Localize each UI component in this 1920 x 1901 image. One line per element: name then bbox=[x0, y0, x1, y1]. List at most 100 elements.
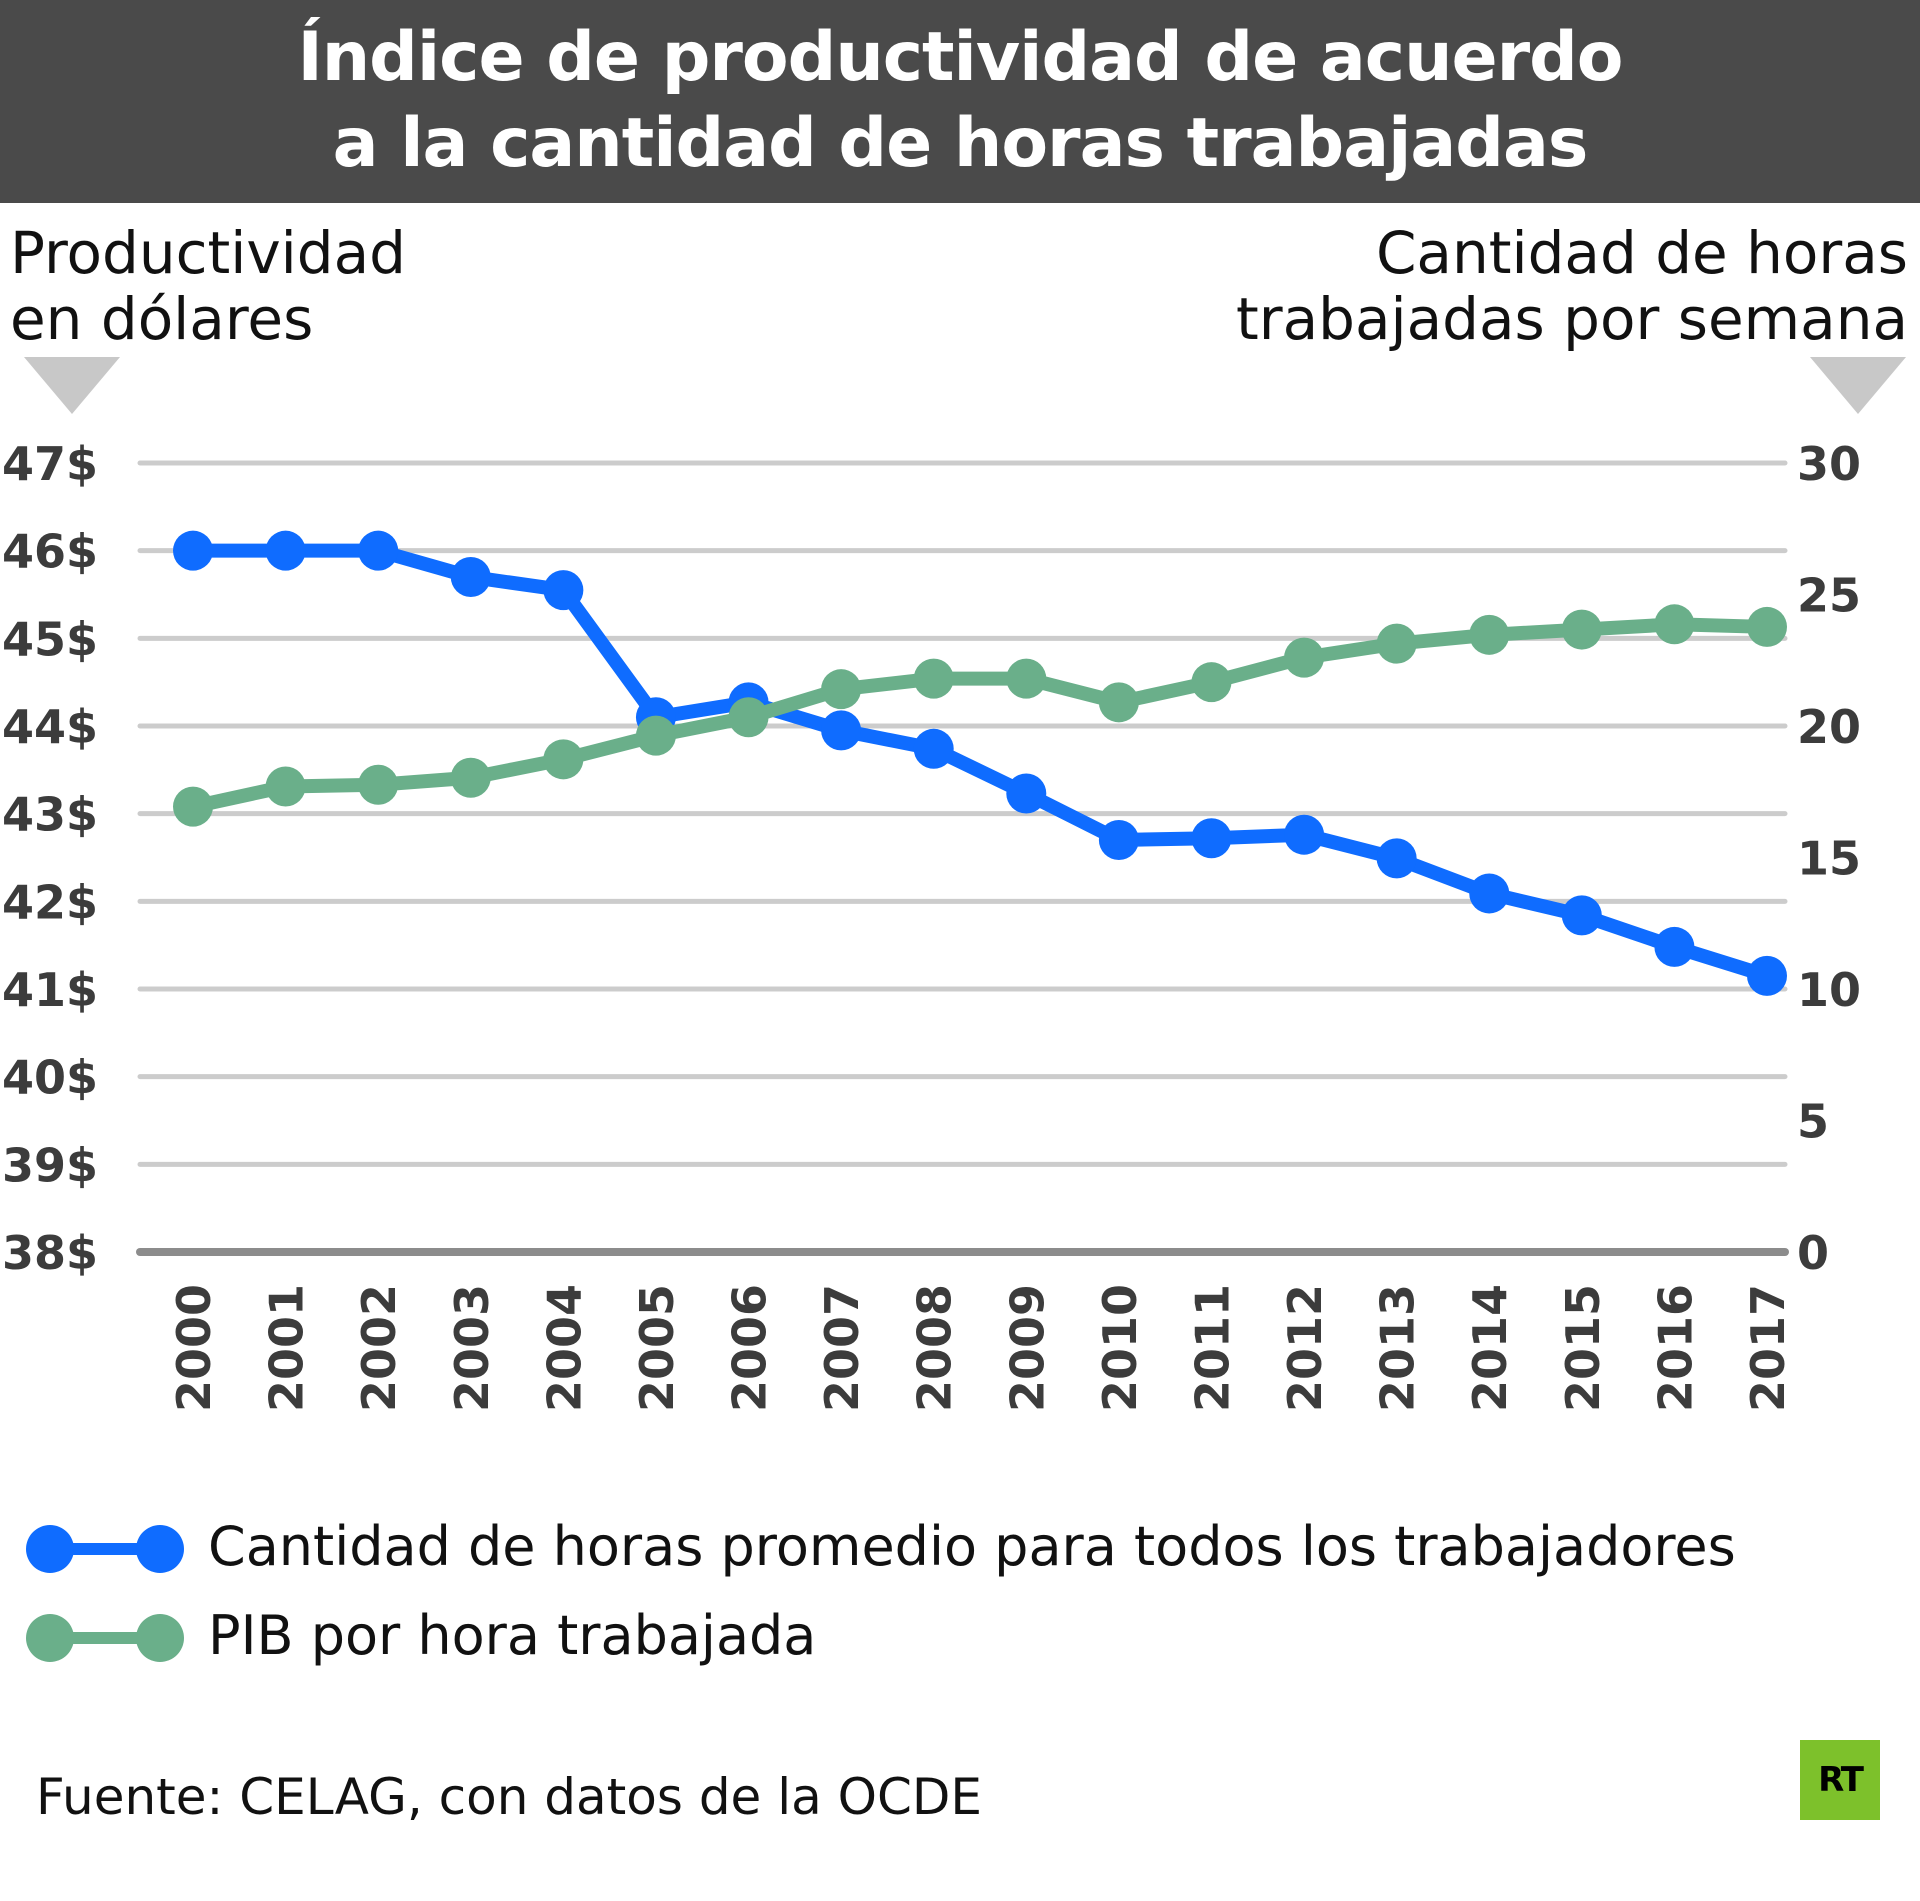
data-point bbox=[358, 764, 399, 805]
series-group bbox=[173, 530, 1787, 996]
rt-logo: RT bbox=[1800, 1740, 1880, 1820]
data-point bbox=[635, 715, 676, 756]
data-point bbox=[1006, 658, 1047, 699]
x-tick-label: 2011 bbox=[1185, 1284, 1239, 1412]
right-y-tick-label: 10 bbox=[1797, 963, 1861, 1017]
left-axis-title-line-2: en dólares bbox=[10, 285, 314, 353]
right-y-tick-label: 20 bbox=[1797, 700, 1861, 754]
data-point bbox=[1376, 838, 1417, 879]
x-tick-label: 2008 bbox=[908, 1284, 962, 1412]
data-point bbox=[1561, 895, 1602, 936]
legend-swatch-hours-icon bbox=[26, 1525, 184, 1573]
data-point bbox=[1284, 637, 1325, 678]
legend-swatch-gdp-icon bbox=[26, 1614, 184, 1662]
x-tick-label-group: 2012 bbox=[1278, 1284, 1332, 1412]
right-axis-down-triangle-icon bbox=[1810, 357, 1906, 414]
data-point bbox=[1747, 606, 1787, 647]
data-point bbox=[1469, 873, 1510, 914]
x-tick-label-group: 2006 bbox=[723, 1284, 777, 1412]
chart-title-line-1: Índice de productividad de acuerdo bbox=[297, 18, 1623, 97]
x-tick-label-group: 2004 bbox=[537, 1284, 591, 1412]
x-tick-label: 2009 bbox=[1000, 1284, 1054, 1412]
data-point bbox=[265, 530, 306, 571]
x-tick-label: 2007 bbox=[815, 1284, 869, 1412]
x-tick-label: 2012 bbox=[1278, 1284, 1332, 1412]
x-tick-label: 2010 bbox=[1093, 1284, 1147, 1412]
x-tick-label: 2000 bbox=[167, 1284, 221, 1412]
source-note: Fuente: CELAG, con datos de la OCDE bbox=[36, 1768, 982, 1826]
legend-label-gdp: PIB por hora trabajada bbox=[208, 1604, 817, 1667]
right-y-tick-label: 30 bbox=[1797, 437, 1861, 491]
x-tick-label: 2016 bbox=[1648, 1284, 1702, 1412]
x-tick-label: 2017 bbox=[1741, 1284, 1795, 1412]
right-y-axis-ticks: 0 5 10 15 20 25 30 bbox=[1797, 437, 1861, 1280]
data-point bbox=[1747, 955, 1787, 996]
legend-item-gdp: PIB por hora trabajada bbox=[22, 1604, 1920, 1668]
left-y-tick-label: 44$ bbox=[2, 700, 98, 754]
x-tick-label-group: 2007 bbox=[815, 1284, 869, 1412]
data-point bbox=[358, 530, 399, 571]
data-point bbox=[1654, 604, 1695, 645]
right-y-tick-label: 25 bbox=[1797, 569, 1861, 623]
left-y-tick-label: 42$ bbox=[2, 875, 98, 929]
x-tick-label-group: 2017 bbox=[1741, 1284, 1795, 1412]
x-tick-label: 2014 bbox=[1463, 1284, 1517, 1412]
legend-label-hours: Cantidad de horas promedio para todos lo… bbox=[208, 1515, 1736, 1578]
x-tick-label: 2015 bbox=[1556, 1284, 1610, 1412]
x-tick-label-group: 2015 bbox=[1556, 1284, 1610, 1412]
x-tick-label-group: 2000 bbox=[167, 1284, 221, 1412]
data-point bbox=[1098, 819, 1139, 860]
data-point bbox=[1469, 614, 1510, 655]
x-tick-label: 2013 bbox=[1371, 1284, 1425, 1412]
right-y-tick-label: 0 bbox=[1797, 1226, 1829, 1280]
right-axis-title-line-1: Cantidad de horas bbox=[1375, 219, 1908, 287]
x-tick-label-group: 2010 bbox=[1093, 1284, 1147, 1412]
x-tick-label-group: 2008 bbox=[908, 1284, 962, 1412]
left-y-tick-label: 47$ bbox=[2, 437, 98, 491]
x-tick-label-group: 2003 bbox=[445, 1284, 499, 1412]
data-point bbox=[821, 710, 862, 751]
x-tick-label: 2002 bbox=[352, 1284, 406, 1412]
data-point bbox=[543, 570, 584, 611]
left-y-tick-label: 43$ bbox=[2, 788, 98, 842]
left-axis-title-line-1: Productividad bbox=[10, 219, 406, 287]
x-tick-label-group: 2002 bbox=[352, 1284, 406, 1412]
left-y-axis-ticks: 38$ 39$ 40$ 41$ 42$ 43$ 44$ 45$ 46$ 47$ bbox=[2, 437, 98, 1280]
data-point bbox=[913, 658, 954, 699]
left-y-tick-label: 41$ bbox=[2, 963, 98, 1017]
gridlines bbox=[136, 460, 1789, 1256]
x-tick-label: 2003 bbox=[445, 1284, 499, 1412]
data-point bbox=[450, 556, 491, 597]
x-tick-label-group: 2005 bbox=[630, 1284, 684, 1412]
title-banner: Índice de productividad de acuerdo a la … bbox=[0, 0, 1920, 203]
series-line bbox=[191, 617, 1768, 814]
x-tick-label: 2005 bbox=[630, 1284, 684, 1412]
data-point bbox=[1098, 682, 1139, 723]
data-point bbox=[728, 697, 769, 738]
data-point bbox=[1191, 662, 1232, 703]
right-y-tick-label: 5 bbox=[1797, 1095, 1829, 1149]
left-axis-down-triangle-icon bbox=[24, 357, 120, 414]
data-point bbox=[1191, 818, 1232, 859]
x-tick-label-group: 2014 bbox=[1463, 1284, 1517, 1412]
left-y-tick-label: 39$ bbox=[2, 1138, 98, 1192]
left-y-tick-label: 40$ bbox=[2, 1051, 98, 1105]
data-point bbox=[543, 739, 584, 780]
legend-item-hours: Cantidad de horas promedio para todos lo… bbox=[22, 1515, 1920, 1579]
data-point bbox=[265, 766, 306, 807]
left-y-tick-label: 38$ bbox=[2, 1226, 98, 1280]
chart-title-line-2: a la cantidad de horas trabajadas bbox=[332, 104, 1589, 183]
right-axis-title-line-2: trabajadas por semana bbox=[1236, 285, 1908, 353]
line-chart: 38$ 39$ 40$ 41$ 42$ 43$ 44$ 45$ 46$ 47$ 0 5 10 15 20 2… bbox=[2, 437, 1861, 1412]
data-point bbox=[913, 728, 954, 769]
data-point bbox=[1284, 814, 1325, 855]
rt-logo-text: RT bbox=[1818, 1760, 1864, 1800]
x-tick-label-group: 2016 bbox=[1648, 1284, 1702, 1412]
series-line bbox=[193, 543, 1770, 983]
x-tick-label-group: 2009 bbox=[1000, 1284, 1054, 1412]
data-point bbox=[450, 757, 491, 798]
x-tick-label: 2001 bbox=[260, 1284, 314, 1412]
data-point bbox=[1654, 926, 1695, 967]
data-point bbox=[173, 786, 213, 827]
data-point bbox=[173, 530, 213, 571]
